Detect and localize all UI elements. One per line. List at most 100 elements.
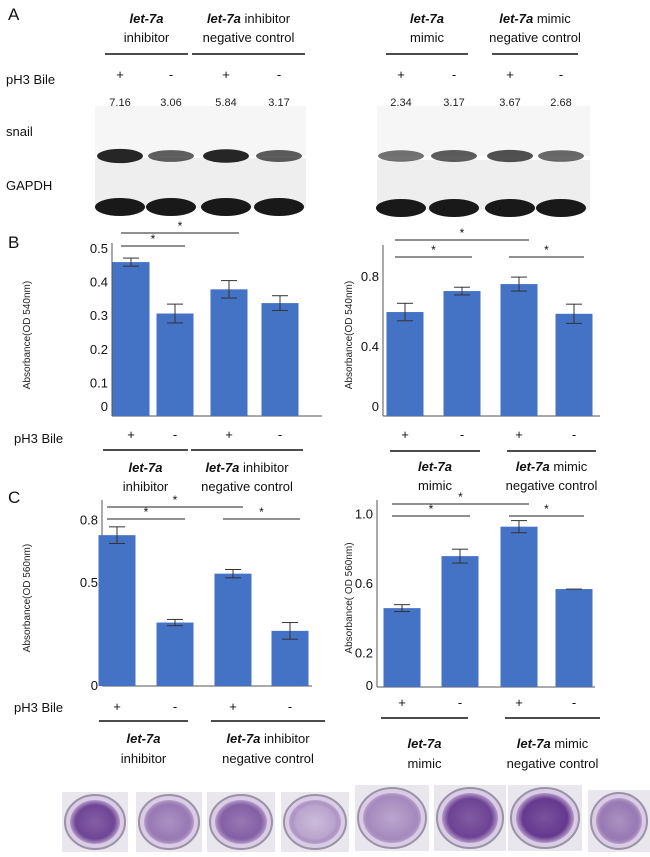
bar-1 xyxy=(383,608,421,687)
blot-right-group-0-line2: mimic xyxy=(410,30,444,45)
snail-band xyxy=(148,150,194,162)
blot-sign: - xyxy=(277,67,281,82)
group-label-C-right-1-rest: mimic xyxy=(551,736,589,751)
blot-left-group-1-rest: inhibitor xyxy=(241,11,291,26)
blot-left-group-1-line1: let-7a inhibitor xyxy=(207,11,291,26)
group-label-C-left-1-rest: inhibitor xyxy=(260,731,310,746)
group-label-C-left-1-line1: let-7a inhibitor xyxy=(226,731,310,746)
category-label: - xyxy=(572,695,576,710)
error-bar xyxy=(511,276,527,292)
bar-2 xyxy=(156,313,194,416)
category-label: + xyxy=(225,427,233,442)
error-bar xyxy=(221,280,237,299)
significance-mark: * xyxy=(151,232,156,246)
bar-3 xyxy=(500,284,538,416)
gapdh-band xyxy=(485,199,535,217)
gapdh-label: GAPDH xyxy=(6,178,52,193)
group-label-B-right-0-gene: let-7a xyxy=(418,459,452,474)
group-label-B-left-0-line1: let-7a xyxy=(129,460,163,475)
error-bar xyxy=(454,286,470,296)
error-bar xyxy=(452,548,468,564)
gapdh-band xyxy=(201,198,251,216)
group-label-C-right-0-line2: mimic xyxy=(408,756,442,771)
bar-4 xyxy=(261,303,299,416)
y-tick-label: 0.8 xyxy=(361,269,379,284)
category-label: - xyxy=(288,699,292,714)
y-tick-label: 0 xyxy=(91,678,98,693)
blot-sign: + xyxy=(222,67,230,82)
bar-2 xyxy=(441,556,479,687)
group-label-B-left-1-gene: let-7a xyxy=(205,460,239,475)
blot-sign: + xyxy=(506,67,514,82)
y-axis-title: Absorbance(OD 540nm) xyxy=(22,281,33,389)
blot-right-group-0-line1: let-7a xyxy=(410,11,444,26)
significance-mark: * xyxy=(173,493,178,507)
group-label-C-right-1-line1: let-7a mimic xyxy=(517,736,589,751)
y-axis-title: Absorbance( OD 560nm) xyxy=(344,542,355,653)
y-tick-label: 0.2 xyxy=(355,645,373,660)
y-axis-title: Absorbance(OD 540nm) xyxy=(344,281,355,389)
crystal-violet-wells xyxy=(62,785,650,852)
gapdh-band xyxy=(146,198,196,216)
bar-3 xyxy=(214,573,252,686)
snail-label: snail xyxy=(6,124,33,139)
group-label-C-left-0-line2: inhibitor xyxy=(121,751,167,766)
blot-row-label: pH3 Bile xyxy=(6,72,55,87)
blot-left-group-0-gene: let-7a xyxy=(130,11,164,26)
y-tick-label: 0.1 xyxy=(90,375,108,390)
blot-left-group-1-gene: let-7a xyxy=(207,11,241,26)
category-label: - xyxy=(173,427,177,442)
well-8 xyxy=(588,790,650,852)
panel-label-a: A xyxy=(8,5,20,24)
significance-mark: * xyxy=(259,505,264,519)
error-bar xyxy=(167,303,183,324)
well-stain xyxy=(442,793,498,843)
error-bar xyxy=(272,295,288,311)
chart-C-right: 0 0.2 0.6 1.0 Absorbance( OD 560nm) + - + - * * * le… xyxy=(344,490,600,771)
gapdh-band xyxy=(376,199,426,217)
error-bar xyxy=(566,303,582,324)
category-label: - xyxy=(572,427,576,442)
group-label-B-right-1-line2: negative control xyxy=(506,478,598,493)
error-bar xyxy=(123,257,139,267)
bar-1 xyxy=(98,535,136,686)
y-tick-label: 0.3 xyxy=(90,308,108,323)
y-axis-title: Absorbance(OD 560nm) xyxy=(22,544,33,652)
snail-band xyxy=(97,148,143,164)
y-tick-label: 0 xyxy=(101,399,108,414)
group-label-B-left-1-line1: let-7a inhibitor xyxy=(205,460,289,475)
error-bar xyxy=(511,520,527,534)
y-tick-label: 0 xyxy=(372,399,379,414)
bar-1 xyxy=(112,262,150,416)
gapdh-band xyxy=(429,199,479,217)
category-label: + xyxy=(127,427,135,442)
blot-sign: + xyxy=(116,67,124,82)
group-label-B-right-0-line2: mimic xyxy=(418,478,452,493)
error-bar xyxy=(225,568,241,579)
y-tick-label: 0.4 xyxy=(90,275,108,290)
category-label: + xyxy=(515,695,523,710)
blot-sign: + xyxy=(397,67,405,82)
x-axis-title: pH3 Bile xyxy=(14,431,63,446)
group-label-C-right-0-line1: let-7a xyxy=(408,736,442,751)
significance-mark: * xyxy=(178,219,183,233)
well-1 xyxy=(62,792,128,852)
snail-membrane xyxy=(377,106,590,156)
significance-mark: * xyxy=(544,243,549,257)
significance-mark: * xyxy=(429,502,434,516)
category-label: - xyxy=(173,699,177,714)
category-label: + xyxy=(398,695,406,710)
y-tick-label: 0.8 xyxy=(80,513,98,528)
y-tick-label: 0.2 xyxy=(90,342,108,357)
y-tick-label: 0.6 xyxy=(355,576,373,591)
group-label-B-right-1-line1: let-7a mimic xyxy=(516,459,588,474)
bar-3 xyxy=(500,526,538,687)
blot-left-group-0-line2: inhibitor xyxy=(124,30,170,45)
group-label-C-right-0-gene: let-7a xyxy=(408,736,442,751)
well-stain xyxy=(289,800,341,844)
bar-4 xyxy=(555,589,593,687)
well-stain xyxy=(70,800,120,844)
chart-B-left: 0 0.1 0.2 0.3 0.4 0.5 Absorbance(OD 540nm) + - + -… xyxy=(14,219,322,494)
snail-band xyxy=(538,150,584,162)
